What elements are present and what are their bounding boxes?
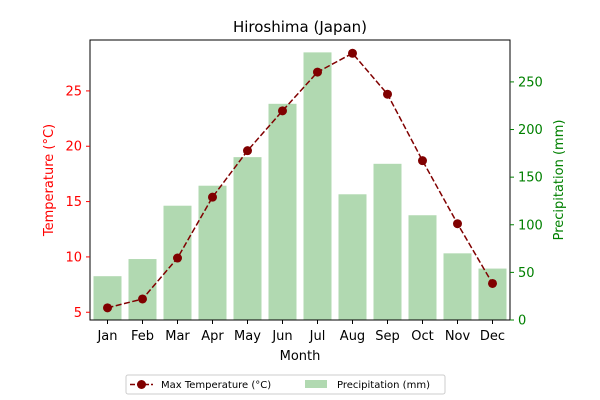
- x-tick-label: May: [234, 329, 261, 344]
- left-y-tick-label: 25: [65, 84, 82, 99]
- right-y-axis-label: Precipitation (mm): [552, 120, 567, 241]
- precipitation-bar: [373, 163, 402, 320]
- left-y-tick-label: 20: [65, 140, 82, 155]
- x-axis-label: Month: [280, 349, 321, 364]
- temperature-point: [313, 67, 322, 77]
- temperature-point: [243, 146, 252, 156]
- right-y-axis: 0 50 100 150 200 250: [510, 75, 543, 329]
- right-y-tick-label: 100: [518, 218, 543, 233]
- precipitation-bar: [443, 253, 472, 320]
- temperature-point: [453, 219, 462, 229]
- temperature-point: [138, 294, 147, 304]
- temperature-line: [107, 52, 494, 309]
- x-tick-label: Jun: [271, 329, 292, 344]
- precipitation-bar: [408, 215, 437, 320]
- left-y-tick-label: 10: [65, 250, 82, 265]
- temperature-point: [173, 253, 182, 263]
- precipitation-bar: [128, 259, 157, 320]
- left-y-axis-label: Temperature (°C): [42, 124, 57, 237]
- temperature-point: [418, 156, 427, 166]
- right-y-tick-label: 250: [518, 75, 543, 90]
- x-tick-label: Sep: [375, 329, 400, 344]
- precipitation-bar: [303, 52, 332, 320]
- right-y-tick-label: 150: [518, 171, 543, 186]
- precipitation-bar: [93, 276, 122, 320]
- precipitation-bar: [478, 268, 507, 320]
- x-tick-label: Jan: [96, 329, 117, 344]
- x-tick-label: Nov: [445, 329, 471, 344]
- right-y-tick-label: 200: [518, 123, 543, 138]
- precipitation-bar: [233, 157, 262, 320]
- left-y-tick-label: 15: [65, 195, 82, 210]
- precipitation-bar: [268, 103, 297, 320]
- legend-box: [125, 374, 446, 395]
- temperature-point: [383, 89, 392, 99]
- line-series: [103, 48, 497, 313]
- plot-frame: [89, 39, 511, 321]
- legend-label-temperature: Max Temperature (°C): [161, 380, 271, 391]
- legend-label-precipitation: Precipitation (mm): [337, 380, 430, 391]
- x-tick-label: Jul: [309, 329, 326, 344]
- legend-bar-swatch: [305, 380, 327, 388]
- right-y-tick-label: 50: [518, 266, 535, 281]
- temperature-point: [488, 278, 497, 288]
- x-tick-label: Aug: [340, 329, 365, 344]
- legend-line-marker: [137, 380, 146, 389]
- legend: Max Temperature (°C) Precipitation (mm): [125, 374, 446, 395]
- x-tick-label: Oct: [411, 329, 433, 344]
- x-tick-label: Apr: [201, 329, 224, 344]
- left-y-tick-label: 5: [74, 306, 82, 321]
- temperature-point: [208, 192, 217, 202]
- x-axis: Jan Feb Mar Apr May Jun Jul Aug Sep Oct Nov Dec: [96, 320, 505, 344]
- x-tick-label: Feb: [131, 329, 154, 344]
- precipitation-bar: [163, 205, 192, 320]
- temperature-point: [278, 106, 287, 116]
- right-y-tick-label: 0: [518, 314, 526, 329]
- temperature-point: [103, 303, 112, 313]
- precipitation-bar: [198, 185, 227, 320]
- left-y-axis: 5 10 15 20 25: [65, 84, 90, 321]
- precipitation-bar: [338, 194, 367, 320]
- bar-series: [93, 52, 507, 320]
- x-tick-label: Dec: [480, 329, 505, 344]
- temperature-point: [348, 48, 357, 58]
- x-tick-label: Mar: [165, 329, 190, 344]
- chart-title: Hiroshima (Japan): [233, 18, 367, 36]
